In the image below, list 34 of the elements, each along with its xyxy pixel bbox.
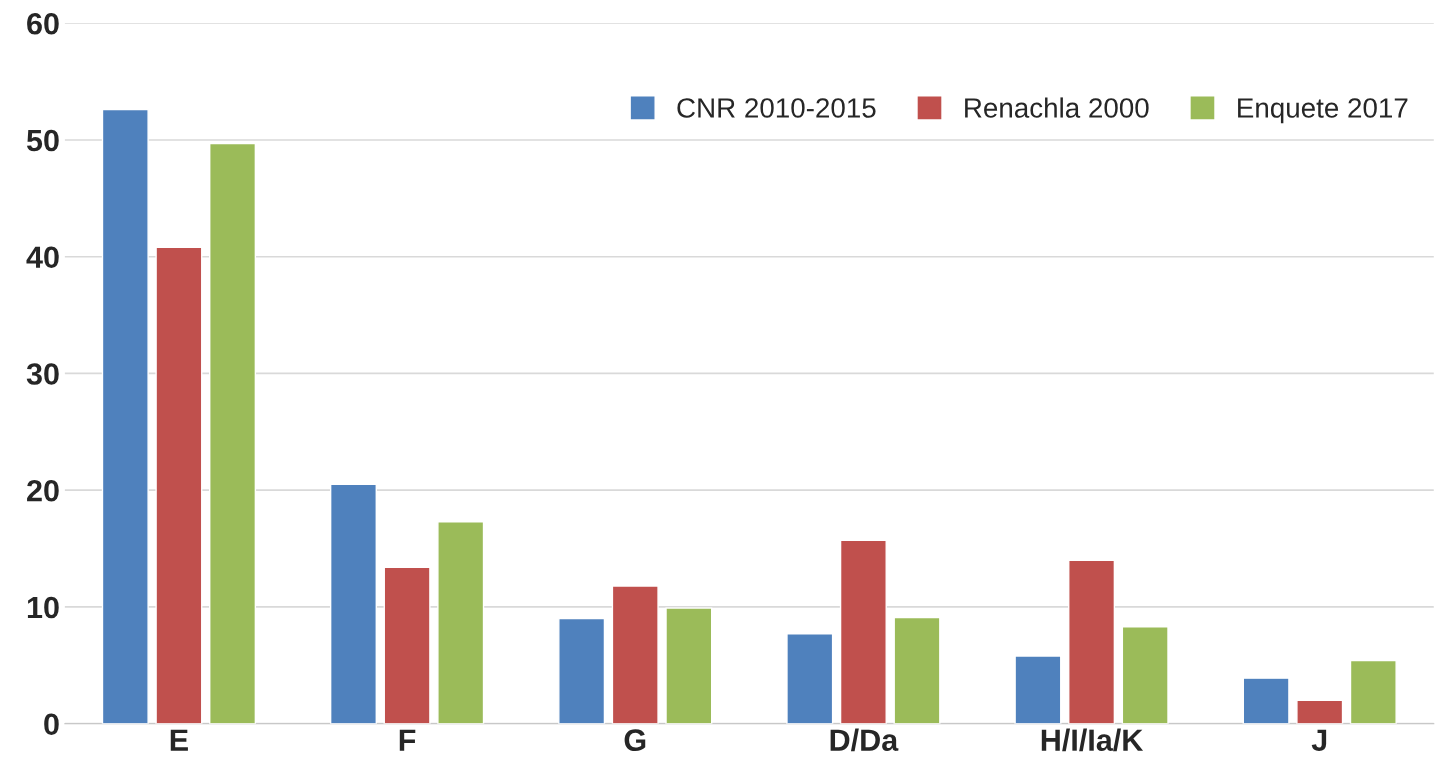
y-tick-label: 50: [26, 129, 59, 152]
y-tick-label: 60: [27, 12, 59, 35]
bar: [383, 566, 431, 724]
x-tick-label: E: [170, 729, 188, 751]
y-tick-label: 40: [26, 246, 59, 269]
bar: [558, 617, 606, 724]
bar: [1121, 626, 1169, 724]
bar: [1296, 699, 1344, 724]
bar: [786, 633, 834, 724]
y-tick-label: 30: [26, 363, 59, 385]
x-tick-label: D/Da: [830, 728, 899, 752]
y-tick-label: 10: [27, 596, 59, 619]
bar: [329, 483, 377, 724]
bar: [209, 142, 257, 724]
bar: [155, 246, 203, 724]
x-tick-label: F: [399, 729, 416, 751]
x-tick-label: J: [1311, 729, 1327, 751]
legend-label: CNR 2010-2015: [677, 98, 876, 118]
bar: [665, 607, 713, 724]
x-tick-label: H/I/Ia/K: [1041, 728, 1144, 752]
y-tick-label: 0: [44, 713, 59, 736]
x-tick-label: G: [624, 729, 646, 751]
bar: [1068, 559, 1116, 724]
bar: [437, 521, 485, 724]
legend-label: Enquete 2017: [1238, 98, 1408, 124]
bar: [101, 108, 149, 724]
y-tick-label: 20: [27, 479, 59, 502]
bar: [839, 539, 887, 724]
bar: [1014, 655, 1062, 724]
bar: [1349, 659, 1397, 724]
bar: [1242, 677, 1290, 724]
bar: [611, 585, 659, 724]
legend-label: Renachla 2000: [965, 97, 1149, 118]
bar: [893, 616, 941, 724]
